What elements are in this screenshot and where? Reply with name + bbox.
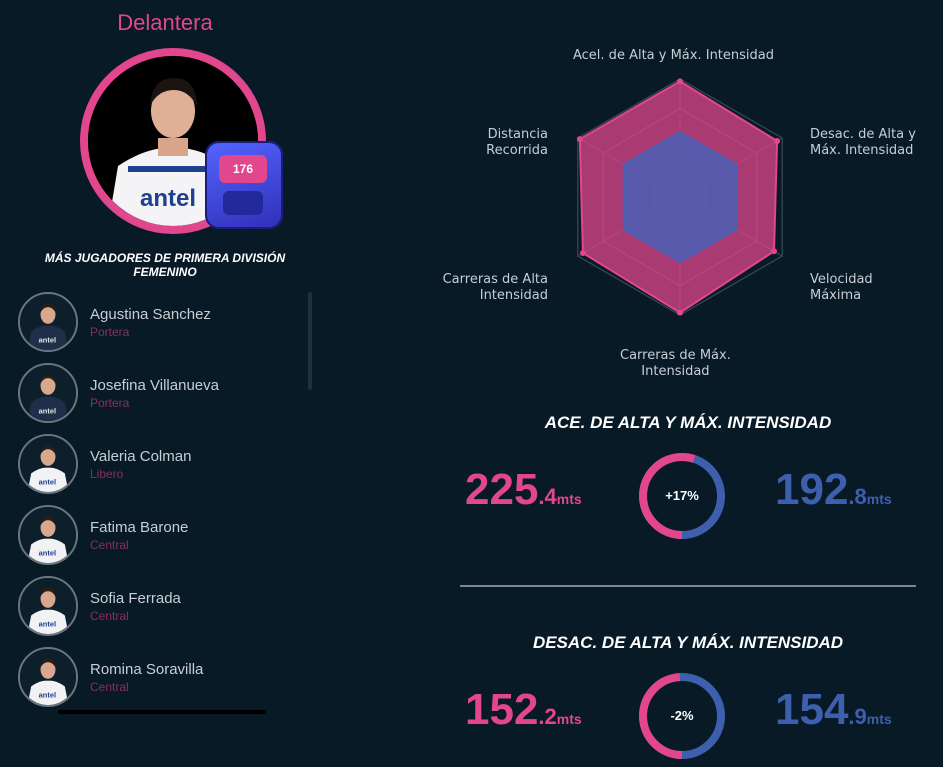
metric-desac-diff: -2%: [670, 708, 694, 723]
player-photo-illustration: antel: [88, 56, 258, 226]
radar-point-player: [774, 137, 781, 144]
radar-label-carreras-max: Carreras de Máx. Intensidad: [620, 348, 731, 379]
featured-player-avatar: antel: [80, 48, 266, 234]
radar-point-player: [677, 78, 683, 85]
vertical-scrollbar[interactable]: [308, 292, 312, 390]
radar-point-player: [771, 248, 778, 255]
player-role: Central: [90, 609, 129, 623]
radar-label-velocidad: Velocidad Máxima: [810, 272, 873, 303]
metric-desac-average-value: 154.9mts: [775, 685, 892, 734]
players-panel: Delantera antel 176 MÁS JUGADORES DE PRI…: [0, 0, 330, 767]
metric-acel-title: ACE. DE ALTA Y MÁX. INTENSIDAD: [544, 413, 832, 432]
player-role: Libero: [90, 467, 124, 481]
metric-acel-diff: +17%: [665, 488, 699, 503]
svg-text:antel: antel: [39, 407, 56, 416]
more-players-title: MÁS JUGADORES DE PRIMERA DIVISIÓN FEMENI…: [30, 251, 300, 279]
svg-text:antel: antel: [39, 620, 56, 629]
svg-text:antel: antel: [39, 336, 56, 345]
player-name: Valeria Colman: [90, 448, 192, 465]
player-role: Central: [90, 680, 129, 694]
player-name: Sofia Ferrada: [90, 590, 181, 607]
radar-label-distancia: Distancia Recorrida: [486, 127, 548, 158]
svg-text:antel: antel: [39, 478, 56, 487]
player-avatar: antel: [18, 292, 78, 352]
metric-acel-average-value: 192.8mts: [775, 465, 892, 514]
player-position-title: Delantera: [117, 10, 213, 35]
radar-series-average: [622, 130, 738, 264]
player-name: Josefina Villanueva: [90, 377, 219, 394]
radar-label-carreras-alta: Carreras de Alta Intensidad: [442, 272, 548, 303]
player-list-item[interactable]: antel Sofia Ferrada Central: [18, 574, 318, 645]
player-name: Romina Soravilla: [90, 661, 204, 678]
metric-acel-comparison-ring: [639, 453, 725, 539]
radar-point-player: [579, 250, 586, 257]
radar-plot: [576, 78, 783, 316]
radar-point-player: [677, 309, 683, 316]
player-name: Fatima Barone: [90, 519, 189, 536]
more-players-title-line2: FEMENINO: [133, 265, 197, 279]
more-players-title-line1: MÁS JUGADORES DE PRIMERA DIVISIÓN: [44, 251, 286, 265]
player-list-item[interactable]: antel Josefina Villanueva Portera: [18, 361, 318, 432]
svg-text:antel: antel: [39, 691, 56, 700]
tracking-device-badge: 176: [205, 141, 283, 229]
ring-player-arc: [639, 673, 725, 759]
radar-label-acel: Acel. de Alta y Máx. Intensidad: [573, 48, 774, 63]
player-role: Portera: [90, 325, 130, 339]
device-button-icon: [223, 191, 263, 215]
radar-chart: Acel. de Alta y Máx. Intensidad Desac. d…: [430, 40, 930, 390]
player-avatar: antel: [18, 647, 78, 707]
player-list-item[interactable]: antel Agustina Sanchez Portera: [18, 290, 318, 361]
metric-desac-title: DESAC. DE ALTA Y MÁX. INTENSIDAD: [532, 633, 844, 652]
player-name: Agustina Sanchez: [90, 306, 211, 323]
metric-desac-player-value: 152.2mts: [465, 685, 582, 734]
svg-text:antel: antel: [140, 185, 196, 212]
horizontal-scrollbar[interactable]: [58, 710, 266, 714]
device-number: 176: [219, 155, 267, 183]
player-avatar: antel: [18, 434, 78, 494]
metric-desac-comparison-ring: [639, 673, 725, 759]
svg-text:antel: antel: [39, 549, 56, 558]
player-list-item[interactable]: antel Fatima Barone Central: [18, 503, 318, 574]
player-avatar: antel: [18, 363, 78, 423]
radar-label-desac: Desac. de Alta y Máx. Intensidad: [810, 127, 916, 158]
player-list-item[interactable]: antel Romina Soravilla Central: [18, 645, 318, 716]
player-role: Central: [90, 538, 129, 552]
players-list: antel Agustina Sanchez Portera antel Josefin…: [18, 290, 318, 716]
radar-point-player: [576, 136, 583, 143]
section-divider: [460, 585, 916, 587]
player-list-item[interactable]: antel Valeria Colman Libero: [18, 432, 318, 503]
player-avatar: antel: [18, 505, 78, 565]
ring-player-arc: [639, 453, 725, 539]
player-avatar: antel: [18, 576, 78, 636]
player-role: Portera: [90, 396, 130, 410]
metric-acel-player-value: 225.4mts: [465, 465, 582, 514]
